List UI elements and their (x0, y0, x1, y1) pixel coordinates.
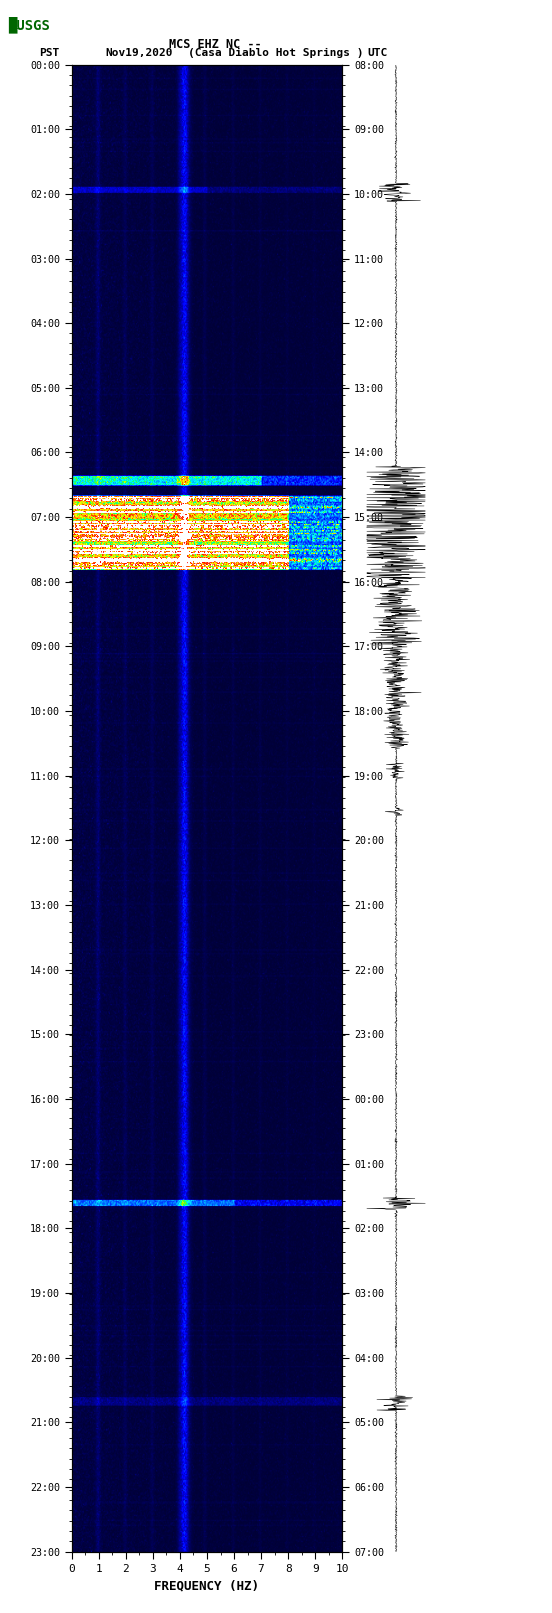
Text: PST: PST (39, 48, 59, 58)
Text: █USGS: █USGS (8, 16, 50, 32)
X-axis label: FREQUENCY (HZ): FREQUENCY (HZ) (155, 1579, 259, 1592)
Text: MCS EHZ NC --: MCS EHZ NC -- (169, 37, 262, 52)
Text: UTC: UTC (367, 48, 388, 58)
Text: (Casa Diablo Hot Springs ): (Casa Diablo Hot Springs ) (188, 48, 363, 58)
Text: Nov19,2020: Nov19,2020 (105, 48, 172, 58)
